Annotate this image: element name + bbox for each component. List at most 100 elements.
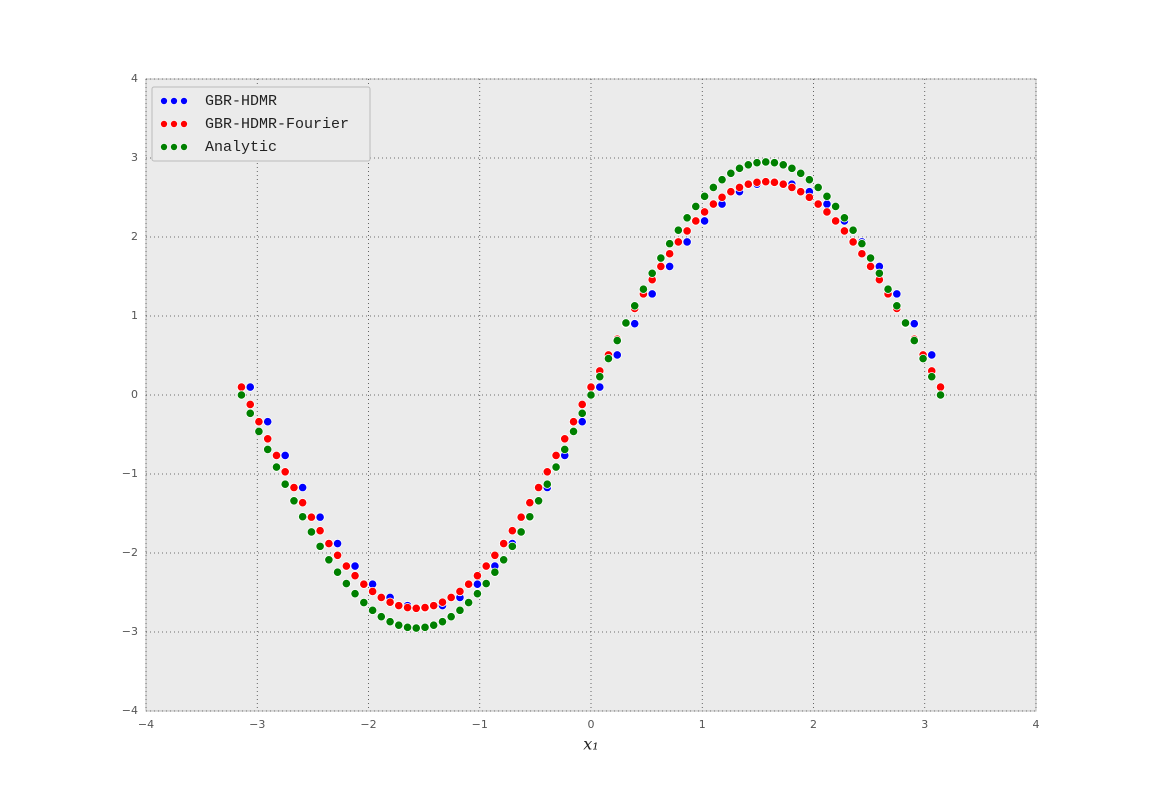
point: [804, 192, 814, 202]
point: [752, 158, 762, 168]
point: [935, 382, 946, 392]
point: [516, 512, 526, 522]
point: [568, 426, 579, 437]
point: [332, 538, 343, 549]
legend-marker: [170, 97, 178, 105]
point: [324, 538, 334, 549]
point: [280, 467, 290, 477]
y-tick-label: 0: [131, 388, 138, 401]
point: [586, 382, 596, 392]
point: [839, 213, 850, 223]
point: [411, 623, 421, 633]
point: [612, 350, 622, 360]
point: [673, 225, 683, 235]
point: [350, 589, 360, 599]
point: [612, 335, 622, 346]
point: [927, 372, 937, 382]
legend-box: [151, 86, 371, 162]
point: [769, 177, 780, 187]
point: [699, 207, 710, 217]
point: [883, 284, 893, 294]
point: [236, 382, 247, 392]
point: [490, 567, 500, 577]
point: [603, 353, 614, 364]
point: [927, 350, 937, 360]
x-tick-label: 1: [699, 718, 706, 731]
point: [568, 417, 579, 427]
point: [464, 598, 474, 608]
point: [673, 237, 683, 247]
point: [481, 561, 491, 571]
point: [726, 168, 736, 178]
point: [298, 512, 308, 522]
point: [263, 417, 273, 427]
point: [787, 182, 797, 192]
point: [682, 213, 692, 223]
point: [420, 602, 430, 613]
point: [516, 527, 526, 537]
point: [586, 390, 596, 400]
point: [306, 527, 317, 537]
legend-label: GBR-HDMR: [205, 93, 277, 110]
point: [551, 462, 561, 472]
point: [822, 207, 832, 217]
point: [892, 301, 902, 311]
legend-marker: [180, 120, 188, 128]
point: [796, 168, 806, 178]
point: [437, 617, 448, 627]
point: [394, 601, 404, 611]
point: [665, 261, 675, 271]
point: [464, 579, 474, 589]
point: [446, 612, 456, 622]
point: [787, 163, 797, 173]
x-tick-label: −3: [249, 718, 265, 731]
point: [542, 479, 552, 489]
point: [368, 605, 378, 615]
legend-marker: [180, 143, 188, 151]
point: [647, 289, 657, 299]
point: [254, 426, 264, 437]
y-tick-label: −3: [122, 625, 138, 638]
point: [848, 225, 858, 235]
point: [245, 399, 255, 410]
point: [682, 226, 692, 236]
point: [621, 318, 631, 328]
point: [595, 382, 605, 392]
point: [734, 163, 745, 173]
point: [263, 444, 273, 455]
point: [315, 526, 325, 536]
point: [595, 372, 605, 382]
point: [245, 382, 255, 392]
point: [822, 199, 832, 209]
point: [665, 239, 675, 249]
point: [708, 199, 718, 209]
x-tick-label: 2: [810, 718, 817, 731]
point: [402, 602, 413, 613]
point: [857, 239, 867, 249]
legend-marker: [180, 97, 188, 105]
point: [638, 284, 648, 294]
point: [822, 191, 832, 201]
point: [691, 216, 701, 226]
y-tick-label: 2: [131, 230, 138, 243]
point: [900, 318, 911, 328]
x-tick-label: 4: [1033, 718, 1040, 731]
point: [734, 182, 745, 192]
point: [857, 249, 867, 259]
point: [874, 268, 884, 278]
point: [350, 561, 360, 571]
point: [376, 612, 386, 622]
y-tick-label: 4: [131, 72, 138, 85]
point: [455, 605, 465, 615]
point: [306, 512, 317, 522]
point: [778, 179, 788, 189]
point: [717, 175, 727, 185]
point: [507, 541, 517, 551]
point: [280, 479, 290, 489]
point: [385, 617, 395, 627]
y-tick-label: 3: [131, 151, 138, 164]
point: [394, 620, 404, 630]
legend-marker: [170, 143, 178, 151]
point: [796, 187, 806, 197]
point: [865, 253, 876, 263]
